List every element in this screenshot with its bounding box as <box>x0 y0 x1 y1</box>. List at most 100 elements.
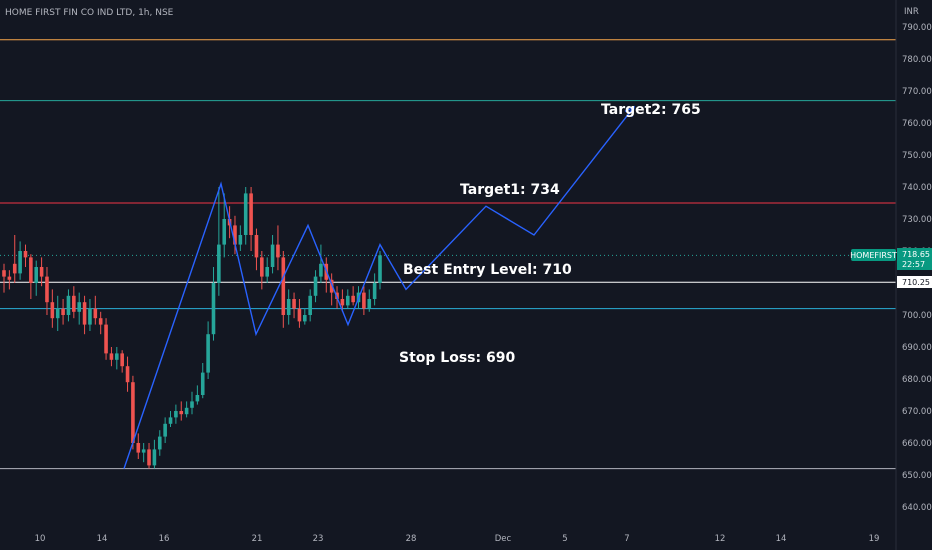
candle-body <box>313 276 318 296</box>
x-tick-label: 12 <box>715 534 726 544</box>
x-tick-label: 5 <box>562 534 567 544</box>
candle <box>50 289 55 328</box>
candle-body <box>179 411 184 415</box>
candle-body <box>152 449 157 466</box>
y-tick-label: 750.00 <box>902 151 932 161</box>
candle-body <box>206 334 210 373</box>
candle-body <box>174 411 178 418</box>
candle <box>233 215 237 255</box>
entry-badge <box>897 276 932 288</box>
candle <box>254 228 259 271</box>
candle <box>238 225 243 251</box>
candle <box>125 356 130 392</box>
x-tick-label: 16 <box>159 534 170 544</box>
candle <box>93 295 98 325</box>
candle-body <box>340 299 345 306</box>
candle-body <box>88 308 92 325</box>
candle-body <box>200 372 205 395</box>
candle-body <box>61 308 65 315</box>
pattern-arrowhead <box>624 105 635 117</box>
candle <box>351 286 355 306</box>
candle-body <box>319 263 323 277</box>
candle-body <box>120 353 124 367</box>
candle-body <box>125 366 130 383</box>
candle <box>313 270 318 303</box>
candle <box>206 321 210 379</box>
candle-body <box>157 436 162 450</box>
candle <box>345 289 350 309</box>
candle-body <box>276 244 280 258</box>
candle-body <box>23 251 28 258</box>
price-badge-text: 718.65 <box>902 250 930 259</box>
candle-body <box>98 318 103 325</box>
candle-body <box>12 263 17 274</box>
x-tick-label: 14 <box>97 534 108 544</box>
candle-body <box>93 308 98 319</box>
candle <box>168 411 173 427</box>
candle <box>211 267 216 341</box>
candle-body <box>168 417 173 424</box>
candle <box>184 401 189 418</box>
x-tick-label: 21 <box>252 534 263 544</box>
candle <box>147 443 151 469</box>
x-tick-label: 19 <box>869 534 880 544</box>
candle-body <box>7 276 12 280</box>
candle-body <box>147 449 151 466</box>
price-badge <box>897 248 932 270</box>
candle <box>66 289 71 322</box>
chart-title: HOME FIRST FIN CO IND LTD, 1h, NSE <box>5 8 174 18</box>
symbol-badge-text: HOMEFIRST <box>850 251 897 260</box>
candle-body <box>286 299 291 315</box>
candle <box>174 404 178 424</box>
candle-body <box>217 244 221 283</box>
candle-body <box>77 302 81 312</box>
candle <box>195 385 200 405</box>
candle-body <box>367 299 372 309</box>
candle <box>340 289 345 312</box>
y-tick-label: 660.00 <box>902 439 932 449</box>
candle <box>270 235 275 274</box>
candle-body <box>345 295 350 306</box>
candle-body <box>270 244 275 267</box>
candle <box>303 308 307 325</box>
candle <box>319 244 323 283</box>
candle-body <box>109 353 114 360</box>
candle-body <box>195 395 200 402</box>
x-tick-label: Dec <box>495 534 512 544</box>
target1-label: Target1: 734 <box>460 182 560 198</box>
candle-body <box>29 257 33 283</box>
candle-body <box>34 267 39 283</box>
candle-body <box>292 299 296 309</box>
candle <box>286 289 291 325</box>
candle <box>265 257 269 283</box>
candle <box>45 267 49 315</box>
stop-loss-label: Stop Loss: 690 <box>399 350 515 366</box>
candle-body <box>18 251 22 274</box>
y-tick-label: 650.00 <box>902 471 932 481</box>
candle <box>163 417 167 443</box>
candle <box>217 187 221 296</box>
candle <box>297 299 302 328</box>
candle <box>23 244 28 267</box>
candle-body <box>254 235 259 258</box>
y-tick-label: 740.00 <box>902 183 932 193</box>
candle-body <box>39 267 44 277</box>
candle-body <box>238 235 243 245</box>
candle-body <box>131 382 135 443</box>
candle <box>88 299 92 331</box>
y-tick-label: 760.00 <box>902 119 932 129</box>
pattern-path <box>123 106 635 469</box>
candle-body <box>243 193 248 235</box>
candle <box>131 375 135 450</box>
candle <box>179 401 184 421</box>
candle <box>329 273 334 306</box>
candle-body <box>265 267 269 277</box>
target2-label: Target2: 765 <box>601 102 701 118</box>
candle <box>152 439 157 469</box>
y-tick-label: 690.00 <box>902 343 932 353</box>
candle-body <box>141 449 146 453</box>
candle-body <box>184 407 189 415</box>
best-entry-label: Best Entry Level: 710 <box>403 262 572 278</box>
candle <box>136 433 141 459</box>
